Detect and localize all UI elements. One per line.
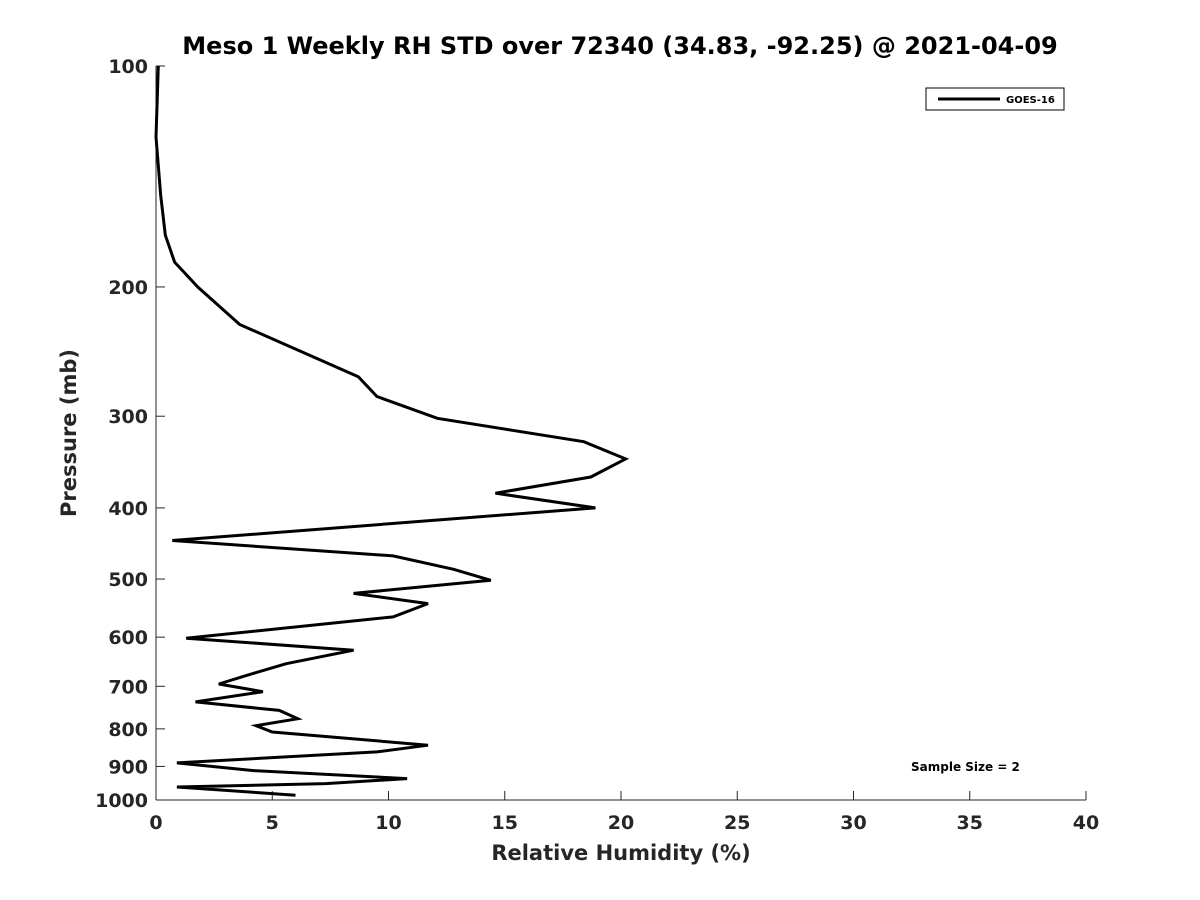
x-tick-label: 40 [1073,812,1099,834]
sample-size-annotation: Sample Size = 2 [911,760,1020,774]
y-tick-label: 600 [108,627,148,649]
x-tick-label: 25 [724,812,750,834]
y-ticks: 100 200 300 400 500 600 700 800 900 1000 [95,56,165,812]
y-tick-label: 400 [108,498,148,520]
series-line-goes-16 [154,65,630,797]
y-axis-label: Pressure (mb) [57,349,81,517]
chart-title: Meso 1 Weekly RH STD over 72340 (34.83, … [182,32,1057,60]
x-tick-label: 20 [608,812,634,834]
x-tick-label: 35 [957,812,983,834]
x-tick-label: 30 [840,812,866,834]
x-ticks: 0 5 10 15 20 25 30 35 40 [149,791,1099,834]
legend-entry-goes-16: GOES-16 [1006,95,1055,106]
y-tick-label: 800 [108,719,148,741]
y-tick-label: 1000 [95,790,148,812]
x-tick-label: 15 [492,812,518,834]
y-tick-label: 500 [108,569,148,591]
plot-area: 0 5 10 15 20 25 30 35 40 100 200 300 400 500 600 700 80… [95,56,1099,834]
y-tick-label: 300 [108,406,148,428]
x-axis-label: Relative Humidity (%) [491,841,750,865]
x-tick-label: 0 [149,812,162,834]
y-tick-label: 200 [108,277,148,299]
legend: GOES-16 [925,87,1065,111]
y-tick-label: 700 [108,676,148,698]
x-tick-label: 10 [375,812,401,834]
y-tick-label: 100 [108,56,148,78]
x-tick-label: 5 [266,812,279,834]
y-tick-label: 900 [108,756,148,778]
